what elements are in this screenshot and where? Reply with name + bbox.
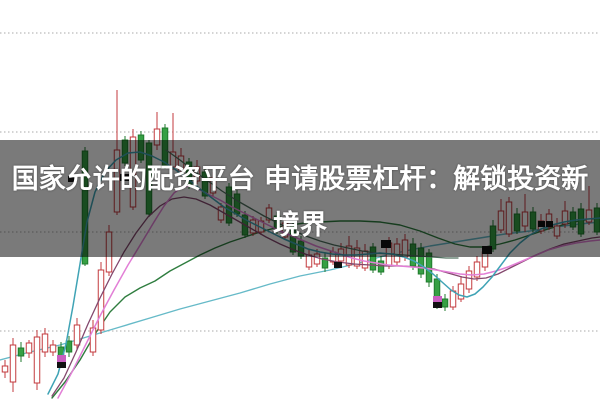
candle-body (97, 269, 105, 331)
candle-body (377, 260, 385, 273)
candle-body (441, 298, 449, 308)
candle-body (433, 278, 441, 298)
candle-down (65, 336, 73, 357)
candle-body (73, 324, 81, 346)
candle-body (9, 344, 17, 383)
candle-body (65, 340, 73, 353)
candle-up (25, 340, 33, 358)
headline-band (0, 140, 600, 257)
candle-body (465, 270, 473, 290)
black-signal-marker (334, 262, 342, 268)
black-signal-marker (433, 302, 442, 308)
candle-up (73, 318, 81, 350)
candle-down (441, 294, 449, 311)
magenta-signal-marker (57, 355, 66, 362)
candle-up (465, 266, 473, 293)
candle-body (49, 344, 57, 353)
candle-up (473, 256, 481, 281)
candle-up (49, 340, 57, 356)
candle-up (33, 330, 41, 390)
candle-down (17, 342, 25, 362)
candle-body (25, 342, 33, 354)
candle-body (17, 347, 25, 357)
candle-body (1, 365, 9, 373)
candle-body (449, 290, 457, 308)
candle-up (1, 360, 9, 378)
candle-up (9, 338, 17, 392)
candle-body (457, 283, 465, 300)
candle-up (89, 320, 97, 356)
candle-up (41, 328, 49, 357)
magenta-signal-marker (433, 296, 442, 302)
candle-up (97, 262, 105, 334)
candle-up (457, 276, 465, 302)
candle-body (321, 257, 329, 269)
black-signal-marker (57, 362, 66, 368)
candle-body (41, 333, 49, 353)
candle-body (89, 327, 97, 353)
candle-body (33, 336, 41, 384)
candle-body (473, 261, 481, 278)
